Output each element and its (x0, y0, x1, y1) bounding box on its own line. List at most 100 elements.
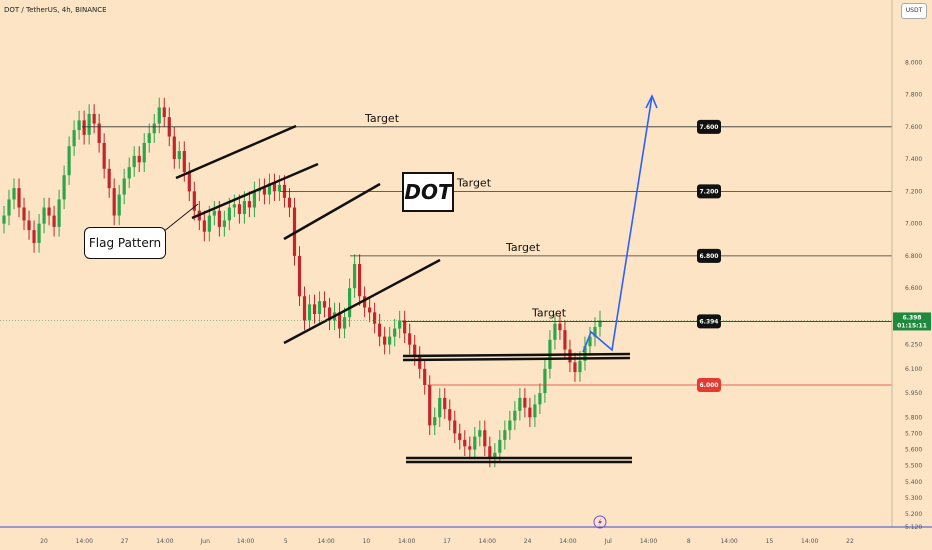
candle-body (232, 204, 236, 208)
candle-body (593, 326, 597, 337)
y-tick-label: 6.250 (905, 342, 922, 349)
range-top-2 (402, 356, 631, 362)
candle-body (272, 183, 277, 192)
projection-arrowhead (645, 94, 658, 109)
x-tick-label: 24 (524, 538, 532, 545)
y-tick-label: 5.500 (905, 463, 922, 470)
candle-body (563, 330, 567, 350)
candle-body (127, 167, 131, 179)
candle-body (518, 397, 522, 411)
y-tick-label: 5.300 (905, 495, 922, 502)
candle-body (252, 191, 257, 208)
x-tick-label: 8 (687, 538, 691, 545)
target-price-label: 6.800 (700, 253, 719, 260)
x-tick-label: 27 (121, 538, 129, 545)
candle-body (142, 142, 146, 163)
target-label: Target (505, 241, 541, 254)
y-axis-panel (892, 0, 932, 550)
candle-body (182, 151, 186, 172)
y-tick-label: 8.000 (905, 59, 922, 66)
candle-body (503, 430, 507, 440)
target-price-badge (697, 184, 721, 199)
lightning-icon-glyph (598, 518, 602, 526)
candle-body (598, 320, 602, 327)
candle-body (317, 301, 322, 314)
candle-body (423, 368, 427, 385)
candle-body (147, 133, 151, 143)
x-tick-label: Jul (604, 538, 613, 545)
candle-body (52, 215, 56, 227)
target-label: Target (364, 112, 400, 125)
candle-body (37, 223, 41, 243)
x-tick-label: 10 (363, 538, 371, 545)
y-tick-label: 5.950 (905, 390, 922, 397)
candle-body (2, 215, 6, 224)
x-tick-label: 14:00 (801, 538, 818, 545)
flag-channel-upper (175, 124, 297, 180)
candle-body (488, 446, 492, 458)
candle-body (22, 207, 26, 221)
candle-body (327, 307, 332, 321)
candle-body (87, 113, 91, 135)
x-axis: 20 14:00 27 14:00 Jun 14:00 5 14:00 10 14:00 17 14:… (0, 515, 932, 545)
target-price-label: 7.200 (700, 188, 719, 195)
candle-body (357, 263, 362, 297)
candle-body (493, 452, 497, 458)
projection-path (582, 95, 653, 353)
candle-body (543, 368, 547, 394)
candle-body (307, 304, 312, 321)
x-tick-label: 5 (284, 538, 288, 545)
candle-body (77, 120, 81, 131)
candle-body (157, 107, 161, 124)
x-tick-label: 14:00 (317, 538, 334, 545)
x-tick-label: 14:00 (720, 538, 737, 545)
candle-body (538, 393, 542, 405)
candle-body (247, 201, 252, 208)
candle-body (287, 197, 292, 208)
y-tick-label: 7.200 (905, 188, 922, 195)
candle-body (162, 107, 166, 118)
x-tick-label: 14:00 (640, 538, 657, 545)
candle-body (438, 397, 442, 418)
last-price-label: 6.398 (903, 314, 922, 321)
candle-body (107, 168, 111, 189)
candle-body (192, 191, 196, 211)
candle-body (408, 333, 412, 345)
candle-body (42, 207, 46, 224)
candle-body (483, 430, 487, 447)
candle-body (187, 172, 191, 192)
candle-body (403, 320, 407, 334)
candle-body (473, 436, 477, 450)
bear-flag-upper (283, 182, 381, 241)
x-tick-label: 14:00 (237, 538, 254, 545)
candle-body (508, 420, 512, 431)
candle-body (132, 155, 136, 168)
candle-body (428, 385, 432, 426)
x-tick-label: 14:00 (479, 538, 496, 545)
candle-body (17, 188, 21, 208)
candle-body (122, 178, 126, 195)
candle-body (57, 199, 61, 227)
target-label: Target (531, 306, 567, 319)
candle-body (217, 210, 221, 227)
symbol-label: DOT (402, 172, 454, 212)
candle-body (588, 336, 592, 347)
support-price-label: 6.000 (700, 382, 719, 389)
candle-body (468, 446, 472, 450)
candle-body (553, 323, 557, 340)
bear-flag-lower (283, 258, 441, 345)
unit-label[interactable]: USDT (901, 3, 927, 19)
candle-body (373, 312, 377, 324)
candle-body (12, 188, 16, 200)
candle-body (212, 210, 216, 216)
candle-body (568, 349, 572, 363)
flag-pattern-callout: Flag Pattern (84, 227, 166, 259)
candle-body (112, 188, 116, 216)
y-axis: 8.000 7.800 7.600 7.400 7.200 7.000 6.800 6.600… (891, 0, 932, 550)
candle-body (388, 336, 392, 345)
candle-body (498, 439, 502, 453)
candle-body (97, 123, 101, 143)
candle-series (2, 97, 602, 468)
candle-body (47, 207, 51, 216)
